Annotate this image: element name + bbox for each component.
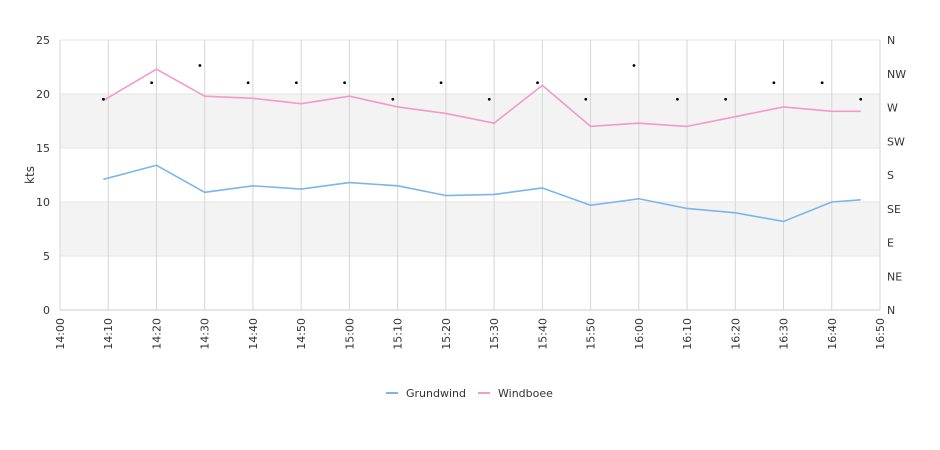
data-point-grundwind [685, 206, 689, 210]
data-point-windboee [347, 94, 351, 98]
direction-point [676, 97, 679, 101]
direction-point [487, 97, 491, 101]
right-axis-label: NE [887, 270, 902, 283]
data-point-grundwind [637, 197, 641, 201]
x-tick-label: 15:50 [585, 318, 598, 350]
data-point-windboee [589, 124, 593, 128]
data-point-windboee [782, 105, 786, 109]
direction-point [246, 81, 250, 85]
direction-point [584, 97, 588, 101]
data-point-windboee [444, 111, 448, 115]
data-point-windboee [733, 115, 737, 119]
data-point-windboee [830, 109, 834, 113]
data-point-windboee [685, 124, 689, 128]
x-tick-label: 16:20 [729, 318, 742, 350]
x-tick-label: 14:00 [54, 318, 67, 350]
x-tick-label: 14:30 [199, 318, 212, 350]
right-axis-label: W [887, 102, 898, 115]
data-point-windboee [540, 83, 544, 87]
direction-point [391, 97, 395, 101]
direction-point [102, 97, 105, 101]
y-tick-label: 0 [43, 304, 50, 317]
data-point-grundwind [540, 186, 544, 190]
x-tick-label: 16:30 [778, 318, 791, 350]
data-point-windboee [396, 105, 400, 109]
x-tick-label: 15:20 [440, 318, 453, 350]
direction-point [198, 64, 202, 67]
y-tick-label: 20 [36, 88, 50, 101]
legend-item-grundwind[interactable]: Grundwind [406, 387, 466, 400]
series-line-grundwind [103, 164, 861, 223]
direction-point [439, 81, 443, 85]
y-axis-title: kts [23, 166, 37, 184]
data-point-windboee [299, 102, 303, 106]
data-point-grundwind [733, 211, 737, 215]
x-tick-label: 16:40 [826, 318, 839, 350]
data-point-grundwind [444, 194, 448, 198]
y-tick-label: 5 [43, 250, 50, 263]
direction-point [343, 81, 346, 85]
data-point-grundwind [251, 184, 255, 188]
data-point-grundwind [101, 177, 105, 181]
direction-point [632, 64, 636, 67]
x-tick-label: 16:50 [874, 318, 887, 350]
data-point-windboee [492, 121, 496, 125]
x-tick-label: 16:00 [633, 318, 646, 350]
data-point-windboee [859, 109, 863, 113]
plot-band [60, 202, 880, 256]
x-tick-label: 14:50 [295, 318, 308, 350]
right-axis-label: E [887, 237, 894, 250]
right-axis-label: N [887, 304, 895, 317]
x-tick-label: 15:30 [488, 318, 501, 350]
right-axis-label: N [887, 34, 895, 47]
direction-point [150, 81, 154, 85]
data-point-grundwind [830, 200, 834, 204]
data-point-grundwind [299, 187, 303, 191]
x-tick-label: 15:00 [343, 318, 356, 350]
direction-point [536, 81, 539, 85]
data-point-windboee [251, 96, 255, 100]
x-tick-label: 14:10 [102, 318, 115, 350]
x-tick-label: 14:20 [150, 318, 163, 350]
direction-point [724, 97, 728, 101]
data-point-windboee [154, 67, 158, 71]
legend-item-windboee[interactable]: Windboee [498, 387, 553, 400]
right-axis-label: NW [887, 68, 906, 81]
direction-point [772, 81, 776, 85]
data-point-grundwind [782, 219, 786, 223]
series-line-windboee [103, 68, 861, 128]
data-point-windboee [637, 121, 641, 125]
direction-point [859, 97, 863, 101]
data-point-grundwind [154, 163, 158, 167]
y-tick-label: 15 [36, 142, 50, 155]
right-axis-label: SE [887, 203, 901, 216]
x-tick-label: 16:10 [681, 318, 694, 350]
direction-point [820, 81, 824, 85]
data-point-windboee [203, 94, 207, 98]
data-point-grundwind [203, 190, 207, 194]
data-point-grundwind [589, 203, 593, 207]
plot-band [60, 94, 880, 148]
data-point-grundwind [492, 192, 496, 196]
data-point-grundwind [347, 181, 351, 185]
right-axis-label: SW [887, 135, 905, 148]
direction-point [294, 81, 298, 85]
right-axis-label: S [887, 169, 894, 182]
y-tick-label: 25 [36, 34, 50, 47]
x-tick-label: 15:40 [536, 318, 549, 350]
data-point-grundwind [859, 198, 863, 202]
x-tick-label: 15:10 [392, 318, 405, 350]
y-tick-label: 10 [36, 196, 50, 209]
data-point-grundwind [396, 184, 400, 188]
x-tick-label: 14:40 [247, 318, 260, 350]
